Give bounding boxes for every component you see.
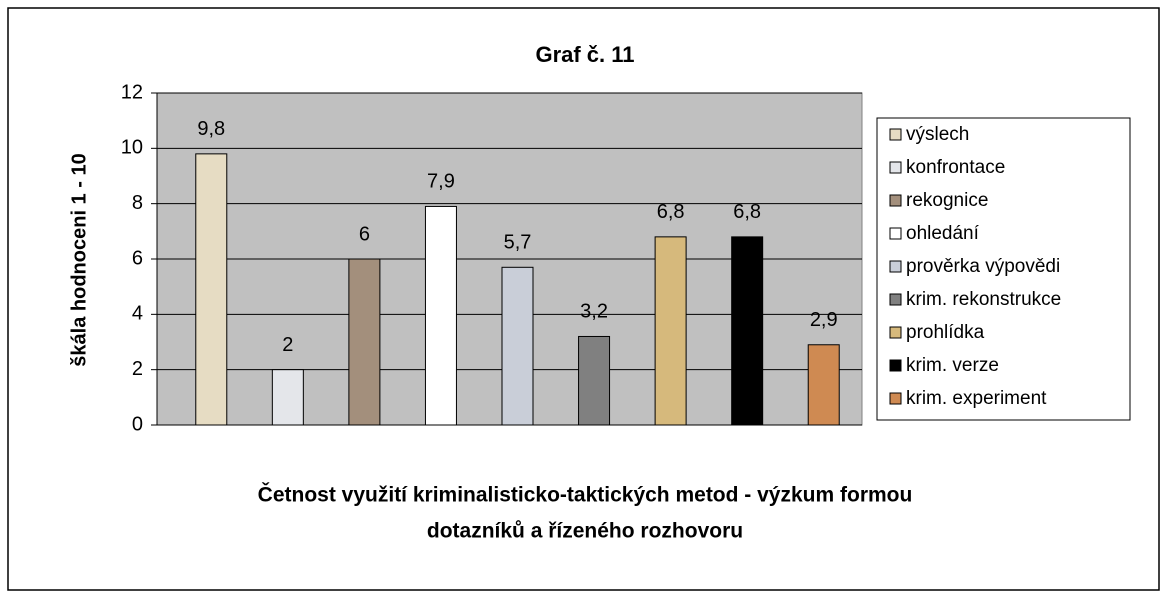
legend-label: výslech [906, 124, 969, 145]
legend-label: prověrka výpovědi [906, 256, 1060, 277]
bar [654, 236, 687, 426]
bar [424, 205, 457, 426]
chart-title: Graf č. 11 [535, 42, 634, 67]
data-label: 2 [282, 334, 293, 356]
legend-label: krim. experiment [906, 388, 1047, 409]
legend-label: krim. rekonstrukce [906, 289, 1061, 310]
y-tick-label: 0 [132, 413, 143, 435]
bar [578, 335, 611, 426]
legend [876, 117, 1131, 421]
bar [731, 236, 764, 426]
legend-swatch [889, 128, 902, 141]
y-tick-label: 6 [132, 247, 143, 269]
data-label: 2,9 [810, 309, 838, 331]
y-tick-label: 10 [121, 137, 143, 159]
legend-swatch [889, 260, 902, 273]
bar [195, 153, 228, 426]
x-axis-title: Četnost využití kriminalisticko-taktický… [258, 483, 913, 507]
y-tick-label: 4 [132, 303, 143, 325]
data-label: 6,8 [733, 201, 761, 223]
x-axis-title: dotazníků a řízeného rozhovoru [427, 520, 743, 543]
bar [807, 344, 840, 426]
data-label: 5,7 [504, 232, 532, 254]
bar [271, 369, 304, 426]
data-label: 6 [359, 223, 370, 245]
legend-swatch [889, 326, 902, 339]
y-tick-label: 2 [132, 358, 143, 380]
legend-swatch [889, 359, 902, 372]
legend-swatch [889, 194, 902, 207]
data-label: 7,9 [427, 171, 455, 193]
legend-label: konfrontace [906, 157, 1005, 178]
legend-swatch [889, 293, 902, 306]
y-tick-label: 12 [121, 81, 143, 103]
legend-swatch [889, 392, 902, 405]
legend-swatch [889, 161, 902, 174]
data-label: 6,8 [657, 201, 685, 223]
legend-label: prohlídka [906, 322, 985, 343]
legend-label: ohledání [906, 223, 980, 244]
bar [501, 266, 534, 426]
legend-label: rekognice [906, 190, 988, 211]
bar [348, 258, 381, 426]
legend-swatch [889, 227, 902, 240]
legend-label: krim. verze [906, 355, 999, 376]
y-tick-label: 8 [132, 192, 143, 214]
data-label: 9,8 [197, 118, 225, 140]
data-label: 3,2 [580, 301, 608, 323]
y-axis-title: škála hodnoceni 1 - 10 [68, 153, 90, 366]
